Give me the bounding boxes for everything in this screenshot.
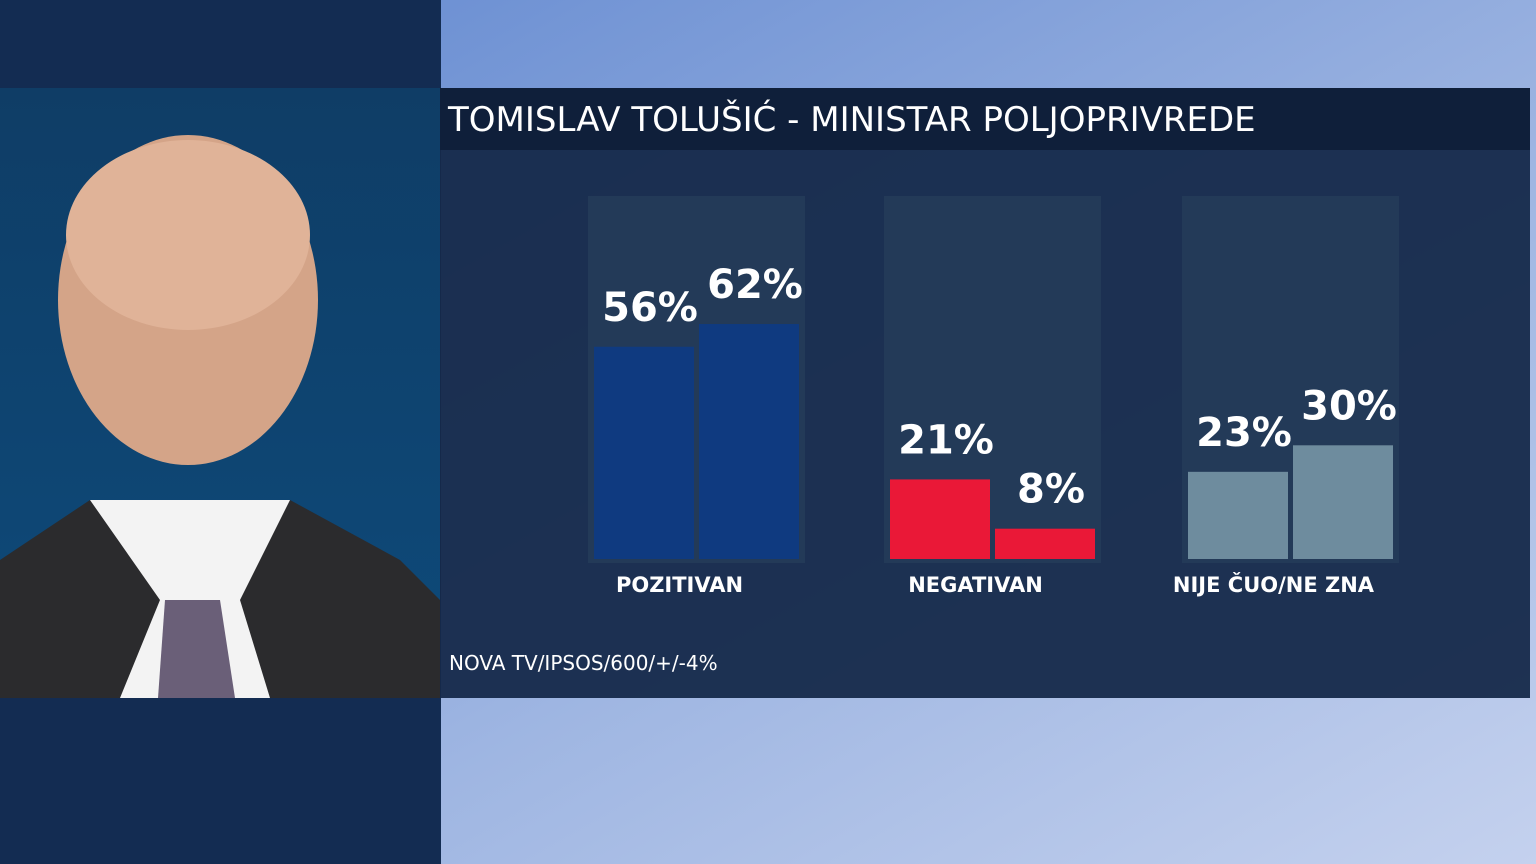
bar (699, 324, 799, 559)
category-label: NIJE ČUO/NE ZNA (1173, 572, 1375, 597)
value-label: 8% (1017, 467, 1085, 513)
value-label: 23% (1196, 410, 1292, 456)
chart-title: TOMISLAV TOLUŠIĆ - MINISTAR POLJOPRIVRED… (447, 99, 1256, 140)
bar (1293, 445, 1393, 559)
value-label: 30% (1301, 383, 1397, 429)
value-label: 21% (898, 417, 994, 463)
bar (890, 479, 990, 559)
portrait (0, 88, 440, 698)
value-label: 56% (602, 285, 698, 331)
category-label: NEGATIVAN (908, 573, 1043, 597)
title-bar (440, 88, 1530, 150)
bar (594, 346, 694, 559)
bar (1188, 471, 1288, 559)
category-label: POZITIVAN (616, 573, 743, 597)
bar (995, 528, 1095, 559)
value-label: 62% (707, 262, 803, 308)
source-note: NOVA TV/IPSOS/600/+/-4% (449, 651, 718, 675)
